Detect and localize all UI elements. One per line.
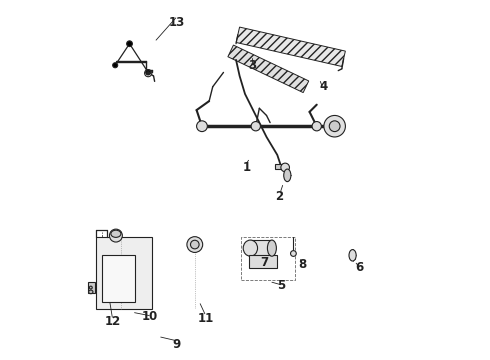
Text: 11: 11 xyxy=(197,311,214,325)
Circle shape xyxy=(146,70,151,75)
Bar xyxy=(248,255,277,268)
Circle shape xyxy=(147,72,149,75)
Bar xyxy=(275,163,286,169)
Bar xyxy=(250,240,272,256)
Ellipse shape xyxy=(89,286,92,289)
Ellipse shape xyxy=(89,290,93,294)
Polygon shape xyxy=(228,45,309,93)
Circle shape xyxy=(324,116,345,137)
Circle shape xyxy=(145,69,152,77)
Text: 4: 4 xyxy=(320,80,328,93)
Circle shape xyxy=(187,237,203,252)
Circle shape xyxy=(126,41,132,46)
Text: 1: 1 xyxy=(243,161,251,174)
Text: 13: 13 xyxy=(169,16,185,29)
Text: 3: 3 xyxy=(248,59,256,72)
Bar xyxy=(96,237,152,309)
Bar xyxy=(88,282,95,293)
Circle shape xyxy=(251,122,260,131)
Polygon shape xyxy=(236,27,345,67)
Circle shape xyxy=(312,122,321,131)
Ellipse shape xyxy=(268,240,276,256)
Ellipse shape xyxy=(111,230,121,237)
Bar xyxy=(102,255,135,302)
Circle shape xyxy=(109,229,122,242)
Text: 8: 8 xyxy=(298,258,307,271)
Circle shape xyxy=(281,163,290,172)
Circle shape xyxy=(113,63,118,68)
Circle shape xyxy=(191,240,199,249)
Ellipse shape xyxy=(284,169,291,181)
Text: 10: 10 xyxy=(142,310,158,323)
Text: 12: 12 xyxy=(104,315,121,328)
Circle shape xyxy=(291,251,296,256)
Ellipse shape xyxy=(243,240,258,256)
Text: 6: 6 xyxy=(356,261,364,274)
Circle shape xyxy=(196,121,207,132)
Text: 9: 9 xyxy=(173,338,181,351)
Ellipse shape xyxy=(349,249,356,261)
Circle shape xyxy=(329,121,340,132)
Text: 5: 5 xyxy=(277,279,285,292)
Text: 7: 7 xyxy=(261,256,269,269)
Text: 2: 2 xyxy=(275,190,283,203)
